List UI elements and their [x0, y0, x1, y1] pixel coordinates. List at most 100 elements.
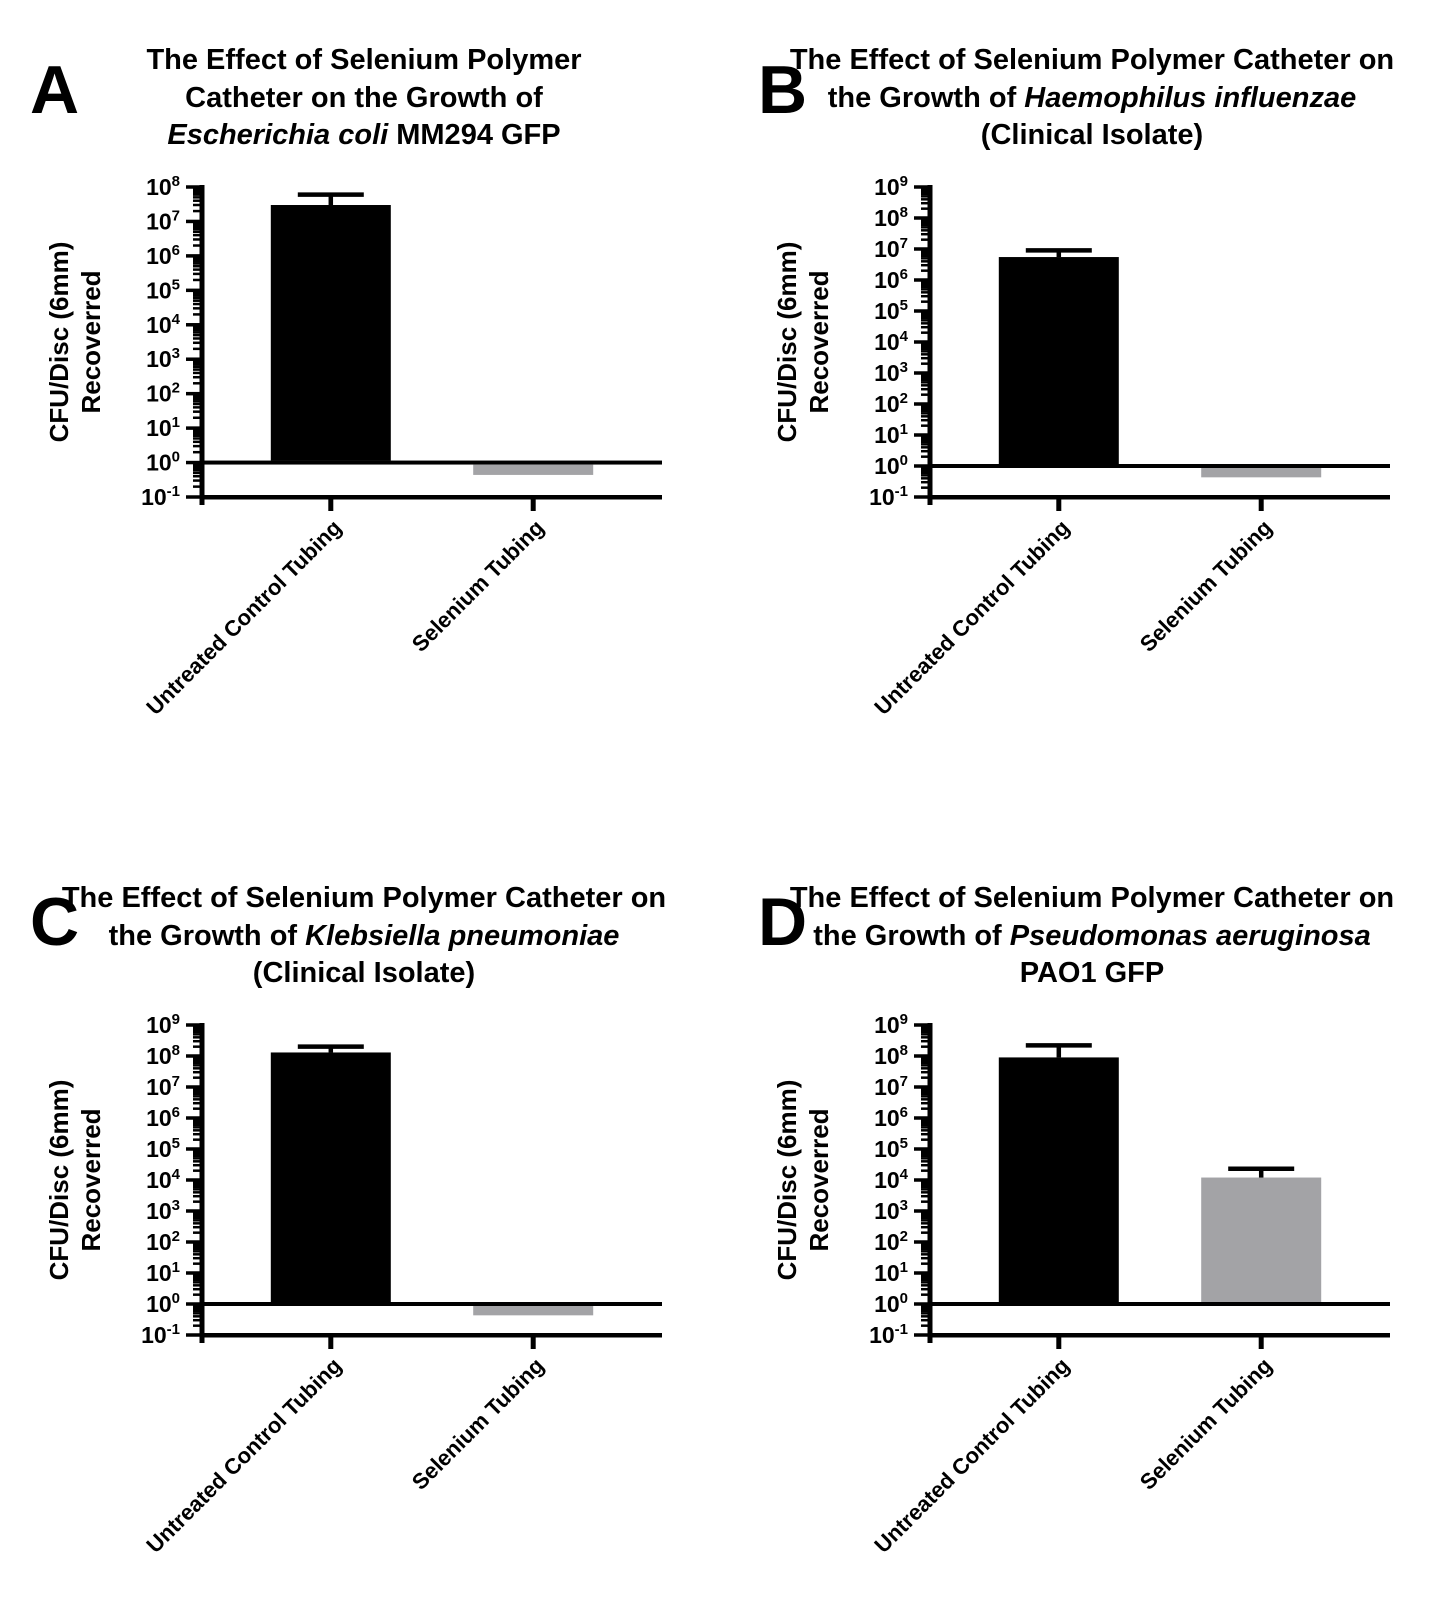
- bar-selenium-tubing: [473, 464, 594, 475]
- y-axis-title-line-1: CFU/Disc (6mm): [44, 1080, 74, 1281]
- y-axis-spine: [199, 185, 205, 506]
- y-tick-label: 100: [146, 1290, 180, 1317]
- panel-a-header: A The Effect of Selenium Polymer Cathete…: [0, 42, 728, 155]
- y-tick-exponent: 9: [172, 1011, 180, 1028]
- y-tick-label: 100: [146, 449, 180, 476]
- y-tick-label: 102: [146, 1228, 180, 1255]
- y-tick-exponent: 5: [172, 276, 180, 293]
- y-tick-exponent: 7: [172, 208, 180, 225]
- panel-b-title-text: The Effect of Selenium Polymer Catheter …: [789, 44, 1395, 114]
- y-tick-label: 108: [874, 204, 908, 231]
- x-tick-label-untreated-control-tubing: Untreated Control Tubing: [141, 1353, 346, 1558]
- y-tick-label: 107: [874, 1073, 908, 1100]
- panel-b: B The Effect of Selenium Polymer Cathete…: [728, 0, 1456, 788]
- y-tick-exponent: 8: [172, 1042, 180, 1059]
- panel-letter-d: D: [758, 884, 808, 960]
- bar-untreated-control-tubing: [998, 1057, 1119, 1303]
- x-axis-spine: [927, 495, 1390, 500]
- y-tick-label: 102: [874, 1228, 908, 1255]
- panel-c-title: The Effect of Selenium Polymer Catheter …: [54, 880, 674, 993]
- y-tick-exponent: 4: [172, 1166, 181, 1183]
- y-tick-exponent: 0: [900, 1290, 908, 1307]
- y-tick-exponent: 5: [172, 1135, 180, 1152]
- y-axis-spine: [927, 1023, 933, 1344]
- bar-selenium-tubing: [473, 1306, 594, 1316]
- y-tick-exponent: 2: [900, 390, 908, 407]
- y-tick-exponent: 0: [172, 1290, 180, 1307]
- y-tick-exponent: 9: [900, 1011, 908, 1028]
- baseline-10e0: [204, 1302, 662, 1307]
- y-tick-label: 105: [874, 297, 908, 324]
- panel-d-title-suffix: PAO1 GFP: [1019, 957, 1165, 990]
- y-tick-label: 104: [874, 328, 909, 355]
- y-tick-label: 10-1: [869, 483, 908, 510]
- x-tick-label-selenium-tubing: Selenium Tubing: [1135, 1353, 1277, 1495]
- y-tick-label: 101: [146, 1259, 180, 1286]
- y-tick-label: 102: [146, 380, 180, 407]
- x-tick-label-untreated-control-tubing: Untreated Control Tubing: [141, 515, 346, 720]
- y-tick-exponent: 0: [900, 452, 908, 469]
- y-axis-title-line-2: Recoverred: [804, 1109, 834, 1252]
- y-tick-label: 108: [874, 1042, 908, 1069]
- bar-selenium-tubing: [1201, 1177, 1322, 1303]
- panel-b-title: The Effect of Selenium Polymer Catheter …: [782, 42, 1402, 155]
- panel-a-title-suffix: MM294 GFP: [388, 119, 561, 152]
- y-tick-exponent: 4: [900, 328, 909, 345]
- y-tick-label: 109: [146, 1011, 180, 1038]
- panel-c: C The Effect of Selenium Polymer Cathete…: [0, 788, 728, 1612]
- y-tick-label: 101: [874, 421, 908, 448]
- panel-a-title-text: The Effect of Selenium Polymer Catheter …: [146, 44, 582, 114]
- y-tick-label: 108: [146, 173, 180, 200]
- y-tick-exponent: 7: [900, 235, 908, 252]
- y-tick-exponent: 3: [900, 1197, 908, 1214]
- y-tick-label: 106: [874, 266, 908, 293]
- baseline-10e0: [932, 464, 1390, 469]
- y-axis-title-line-1: CFU/Disc (6mm): [772, 242, 802, 443]
- y-tick-exponent: 6: [900, 1104, 908, 1121]
- y-tick-exponent: -1: [895, 1321, 908, 1338]
- y-tick-exponent: 3: [900, 359, 908, 376]
- y-tick-label: 107: [874, 235, 908, 262]
- y-tick-exponent: 3: [172, 345, 180, 362]
- x-tick-label-selenium-tubing: Selenium Tubing: [407, 1353, 549, 1495]
- panel-letter-c: C: [30, 884, 80, 960]
- y-axis-title-line-2: Recoverred: [804, 271, 834, 414]
- y-tick-exponent: 2: [172, 380, 180, 397]
- x-tick-label-selenium-tubing: Selenium Tubing: [1135, 515, 1277, 657]
- baseline-10e0: [204, 460, 662, 465]
- y-tick-exponent: 7: [900, 1073, 908, 1090]
- y-tick-exponent: 8: [900, 1042, 908, 1059]
- y-tick-label: 106: [146, 1104, 180, 1131]
- y-tick-label: 109: [874, 1011, 908, 1038]
- y-axis-title-line-1: CFU/Disc (6mm): [772, 1080, 802, 1281]
- x-tick-label-untreated-control-tubing: Untreated Control Tubing: [869, 515, 1074, 720]
- y-tick-label: 101: [874, 1259, 908, 1286]
- y-tick-exponent: 8: [172, 173, 180, 190]
- panel-b-header: B The Effect of Selenium Polymer Cathete…: [728, 42, 1456, 155]
- y-axis-title-line-2: Recoverred: [76, 1109, 106, 1252]
- y-tick-exponent: 4: [900, 1166, 909, 1183]
- y-tick-label: 105: [146, 1135, 180, 1162]
- panel-letter-b: B: [758, 52, 808, 128]
- y-tick-exponent: -1: [167, 483, 180, 500]
- panel-d-title-species: Pseudomonas aeruginosa: [1009, 919, 1371, 952]
- bar-chart-d: CFU/Disc (6mm) Recoverred1091081071061051…: [772, 1011, 1390, 1558]
- y-tick-exponent: 5: [900, 1135, 908, 1152]
- y-tick-label: 103: [146, 1197, 180, 1224]
- y-tick-exponent: 0: [172, 449, 180, 466]
- y-tick-label: 10-1: [141, 1321, 180, 1348]
- y-tick-label: 102: [874, 390, 908, 417]
- y-axis-spine: [199, 1023, 205, 1344]
- y-tick-exponent: -1: [895, 483, 908, 500]
- panel-letter-a: A: [30, 52, 80, 128]
- panel-c-title-species: Klebsiella pneumoniae: [305, 919, 620, 952]
- y-axis-spine: [927, 185, 933, 506]
- panel-a-title: The Effect of Selenium Polymer Catheter …: [114, 42, 614, 155]
- bar-chart-b: CFU/Disc (6mm) Recoverred1091081071061051…: [772, 173, 1390, 720]
- y-tick-exponent: 1: [900, 1259, 908, 1276]
- y-tick-exponent: 6: [900, 266, 908, 283]
- bar-untreated-control-tubing: [270, 1052, 391, 1303]
- y-tick-label: 108: [146, 1042, 180, 1069]
- y-tick-label: 104: [874, 1166, 909, 1193]
- y-tick-exponent: 5: [900, 297, 908, 314]
